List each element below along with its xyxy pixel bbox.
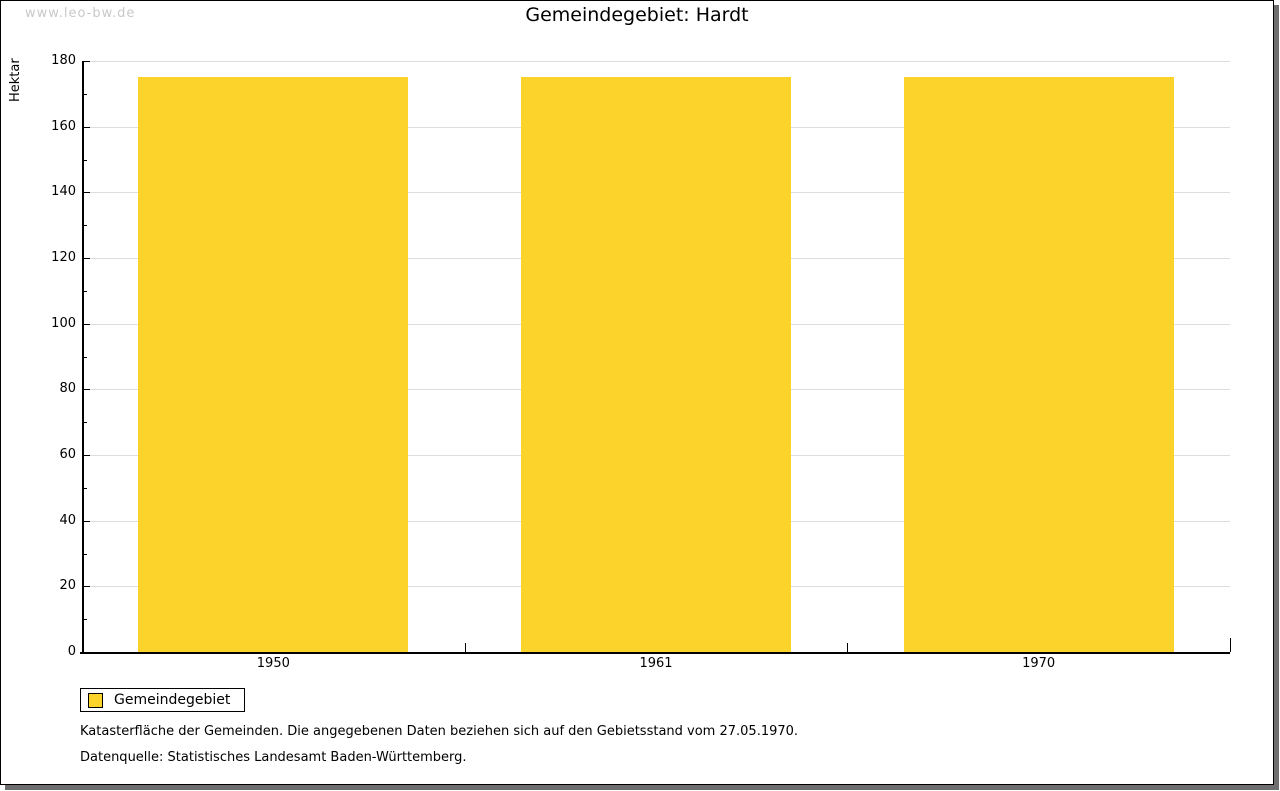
x-axis xyxy=(80,652,1230,654)
y-major-tick xyxy=(82,258,90,259)
y-tick-label-100: 100 xyxy=(51,315,76,331)
y-minor-tick xyxy=(82,619,87,621)
y-tick-label-80: 80 xyxy=(59,381,76,397)
y-minor-tick xyxy=(82,290,87,292)
gridline-180 xyxy=(82,61,1230,62)
x-tick-label-1970: 1970 xyxy=(1022,656,1056,671)
y-axis xyxy=(82,61,84,652)
y-major-tick xyxy=(82,520,90,522)
y-major-tick xyxy=(82,323,90,325)
y-major-tick xyxy=(82,455,90,456)
y-minor-tick xyxy=(82,553,87,555)
y-tick-label-40: 40 xyxy=(59,512,76,528)
y-major-tick xyxy=(82,586,90,588)
bar-1970 xyxy=(903,77,1174,652)
y-tick-label-180: 180 xyxy=(51,53,76,68)
y-tick-label-140: 140 xyxy=(51,184,76,200)
y-major-tick xyxy=(82,61,90,62)
legend-swatch xyxy=(88,692,103,708)
y-minor-tick xyxy=(82,487,87,489)
legend-label: Gemeindegebiet xyxy=(114,692,231,708)
y-minor-tick xyxy=(82,93,87,95)
chart-title: Gemeindegebiet: Hardt xyxy=(525,4,749,26)
y-tick-label-20: 20 xyxy=(59,578,76,594)
y-tick-label-60: 60 xyxy=(59,447,76,462)
x-tick-label-1961: 1961 xyxy=(639,656,673,671)
watermark: www.leo-bw.de xyxy=(25,6,136,21)
x-boundary-tick xyxy=(847,643,849,652)
y-minor-tick xyxy=(82,225,87,227)
y-tick-label-160: 160 xyxy=(51,118,76,134)
x-boundary-tick xyxy=(464,643,466,652)
y-minor-tick xyxy=(82,356,87,358)
y-tick-label-0: 0 xyxy=(67,644,76,659)
x-tick-label-1950: 1950 xyxy=(256,656,290,671)
legend: Gemeindegebiet xyxy=(80,688,246,712)
y-minor-tick xyxy=(82,422,87,424)
y-major-tick xyxy=(82,126,90,128)
y-major-tick xyxy=(82,192,90,194)
x-axis-end-cap xyxy=(1230,638,1231,652)
bar-1961 xyxy=(521,77,791,652)
y-major-tick xyxy=(82,389,90,391)
footnote-description: Katasterfläche der Gemeinden. Die angege… xyxy=(80,724,799,739)
y-tick-label-120: 120 xyxy=(51,250,76,265)
footnote-source: Datenquelle: Statistisches Landesamt Bad… xyxy=(80,750,467,765)
bar-1950 xyxy=(138,77,409,652)
y-minor-tick xyxy=(82,159,87,161)
